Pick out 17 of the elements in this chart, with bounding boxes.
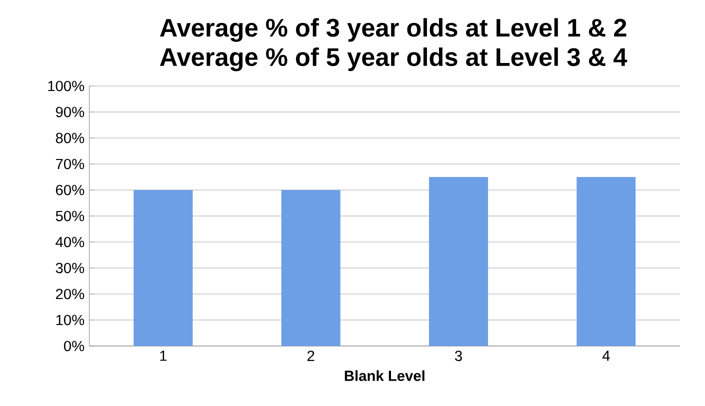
x-tick-label: 4 [602, 350, 610, 361]
y-tick-label: 0% [64, 340, 84, 352]
y-tick-label: 70% [56, 158, 84, 170]
y-tick-label: 80% [56, 132, 84, 144]
y-tick-label: 100% [48, 80, 84, 92]
y-tick-label: 60% [56, 184, 84, 196]
x-tick-label: 2 [307, 350, 314, 361]
y-tick-label: 40% [56, 236, 84, 248]
y-tick-label: 90% [56, 106, 84, 118]
x-tick-label: 3 [454, 350, 462, 362]
x-axis-title: Blank Level [344, 370, 424, 382]
y-tick-label: 20% [56, 288, 84, 300]
y-tick-label: 10% [56, 314, 84, 326]
x-tick-label: 1 [160, 350, 167, 361]
y-tick-label: 50% [56, 210, 84, 222]
chart-title: Average % of 3 year olds at Level 1 & 2 Average % of 5 year olds at Level 3 & 4 [160, 18, 628, 72]
y-tick-label: 30% [56, 262, 84, 274]
